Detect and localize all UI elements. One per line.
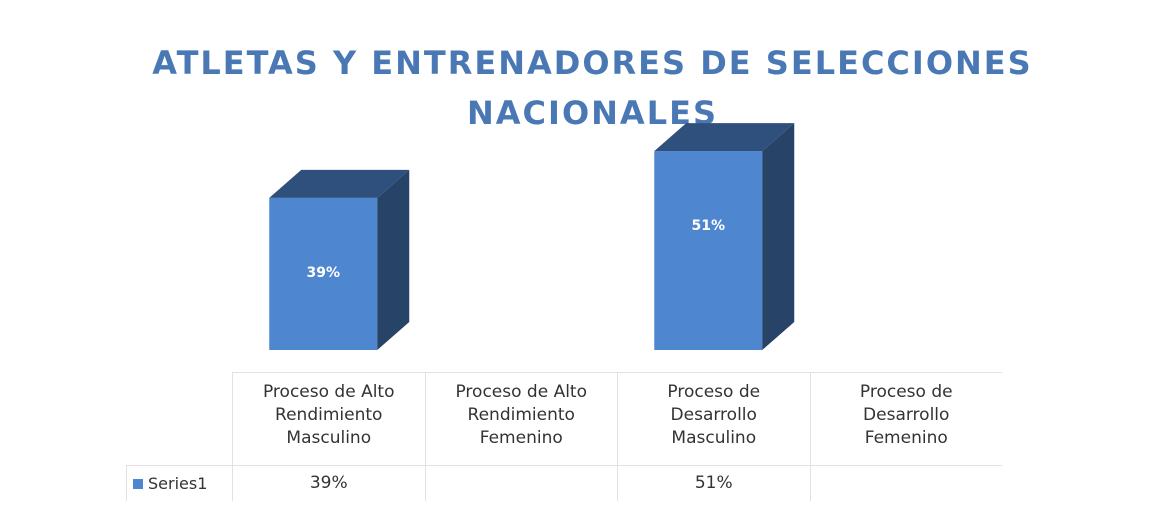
table-value [809, 465, 1002, 501]
bar-top [269, 169, 410, 198]
table-value [424, 465, 617, 501]
category-label: Proceso de Desarrollo Femenino [809, 372, 1002, 465]
bar-side [762, 123, 795, 350]
legend-key [133, 478, 143, 489]
bar-side [377, 169, 410, 350]
category-label: Proceso de Alto Rendimiento Femenino [424, 372, 617, 465]
legend-entry: Series1 [126, 465, 232, 501]
chart-title: ATLETAS Y ENTRENADORES DE SELECCIONES NA… [152, 44, 1033, 132]
table-value: 39% [232, 465, 425, 501]
data-label: 39% [306, 265, 340, 281]
category-label: Proceso de Desarrollo Masculino [617, 372, 810, 465]
bar [269, 197, 378, 350]
category-label: Proceso de Alto Rendimiento Masculino [232, 372, 425, 465]
data-label: 51% [691, 218, 725, 234]
bar-top [654, 123, 795, 152]
bar [654, 151, 763, 350]
table-value: 51% [617, 465, 810, 501]
legend-label: Series1 [148, 474, 208, 493]
